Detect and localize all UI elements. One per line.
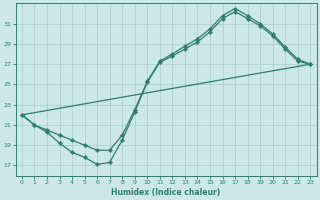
X-axis label: Humidex (Indice chaleur): Humidex (Indice chaleur)	[111, 188, 221, 197]
